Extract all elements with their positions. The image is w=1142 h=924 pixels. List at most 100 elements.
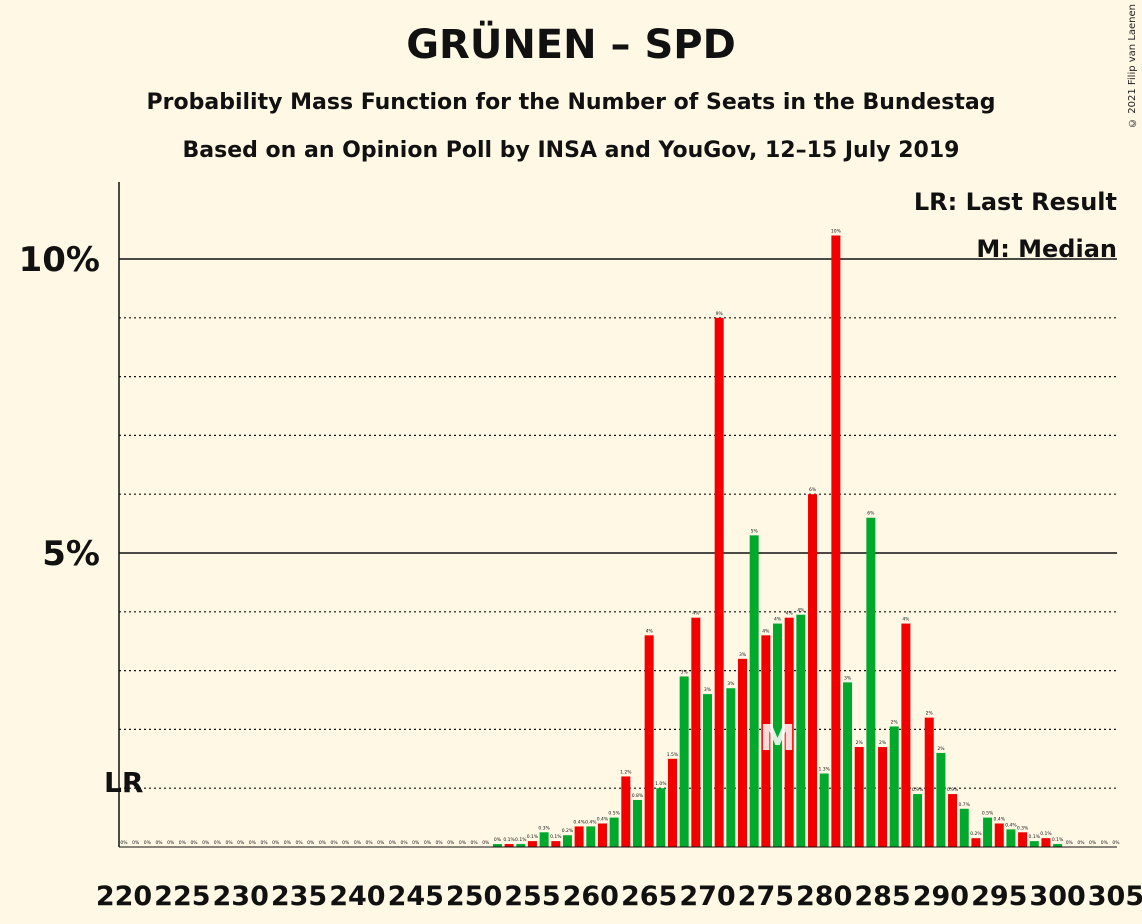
chart-title: GRÜNEN – SPD — [406, 22, 736, 68]
bar-label-seat-273: 3% — [739, 652, 747, 658]
bar-label-seat-276: 4% — [774, 617, 782, 623]
bar-seat-287 — [901, 623, 911, 847]
bar-seat-278 — [796, 614, 806, 847]
bar-seat-282 — [843, 682, 853, 847]
bar-label-seat-277: 4% — [786, 611, 794, 617]
bar-label-seat-248: 0% — [447, 840, 455, 846]
bar-label-seat-291: 0.9% — [947, 787, 959, 793]
bar-label-seat-268: 3% — [681, 669, 689, 675]
bar-seat-300 — [1053, 844, 1063, 847]
bar-label-seat-300: 0.1% — [1052, 837, 1064, 843]
bar-label-seat-249: 0% — [459, 840, 467, 846]
bar-seat-272 — [726, 688, 736, 847]
bar-label-seat-230: 0% — [237, 840, 245, 846]
bar-label-seat-225: 0% — [179, 840, 187, 846]
bar-label-seat-295: 0.4% — [994, 816, 1006, 822]
bar-label-seat-270: 3% — [704, 687, 712, 693]
bar-label-seat-267: 1.5% — [667, 752, 679, 758]
legend-median: M: Median — [976, 235, 1117, 263]
bar-label-seat-221: 0% — [132, 840, 140, 846]
bar-label-seat-231: 0% — [249, 840, 257, 846]
bar-label-seat-227: 0% — [202, 840, 210, 846]
axes: LR — [104, 182, 1117, 848]
x-tick-225: 225 — [154, 881, 210, 912]
bar-label-seat-283: 2% — [856, 740, 864, 746]
x-tick-270: 270 — [679, 881, 735, 912]
legend: LR: Last Result M: Median — [914, 188, 1117, 263]
bar-seat-264 — [632, 799, 642, 847]
bar-seat-267 — [667, 758, 677, 847]
bar-label-seat-224: 0% — [167, 840, 175, 846]
bar-label-seat-279: 6% — [809, 487, 817, 493]
gridlines — [119, 258, 1117, 789]
bar-seat-296 — [1006, 829, 1016, 847]
bar-seat-290 — [936, 752, 946, 847]
bar-label-seat-302: 0% — [1077, 840, 1085, 846]
bar-label-seat-271: 9% — [716, 311, 724, 317]
bar-seat-294 — [983, 817, 993, 847]
bar-label-seat-229: 0% — [225, 840, 233, 846]
bar-label-seat-244: 0% — [401, 840, 409, 846]
bar-label-seat-282: 3% — [844, 675, 852, 681]
bar-label-seat-235: 0% — [295, 840, 303, 846]
x-tick-285: 285 — [854, 881, 910, 912]
bar-label-seat-256: 0.3% — [538, 825, 550, 831]
x-tick-260: 260 — [563, 881, 619, 912]
last-result-label: LR — [104, 766, 143, 799]
bar-seat-253 — [504, 844, 514, 847]
bar-label-seat-232: 0% — [260, 840, 268, 846]
bar-seat-256 — [539, 832, 549, 847]
bar-seat-295 — [994, 823, 1004, 847]
x-tick-250: 250 — [446, 881, 502, 912]
bar-label-seat-240: 0% — [354, 840, 362, 846]
bar-labels: 0% 0% 0% 0% 0% 0% 0% 0% 0% 0% 0% 0% 0% 0% 0% 0% 0% 0% 0% 0%… — [120, 228, 1120, 846]
bar-label-seat-290: 2% — [937, 746, 945, 752]
bar-label-seat-261: 0.4% — [597, 816, 609, 822]
x-tick-labels: 220 225 230 235 240 245 250 255 260 265 270 275 280 2… — [96, 881, 1142, 912]
bar-label-seat-257: 0.1% — [550, 834, 562, 840]
x-tick-290: 290 — [913, 881, 969, 912]
bar-label-seat-251: 0% — [482, 840, 490, 846]
bar-label-seat-269: 4% — [692, 611, 700, 617]
bar-seat-281 — [831, 235, 841, 848]
y-tick-10: 10% — [19, 240, 100, 280]
bar-label-seat-284: 6% — [867, 511, 875, 517]
bar-label-seat-241: 0% — [365, 840, 373, 846]
bar-label-seat-281: 10% — [831, 228, 842, 234]
bar-seat-270 — [703, 694, 712, 847]
bar-seat-292 — [959, 808, 969, 847]
bar-label-seat-305: 0% — [1112, 840, 1120, 846]
bar-label-seat-297: 0.3% — [1017, 825, 1029, 831]
bar-label-seat-301: 0% — [1066, 840, 1074, 846]
x-tick-295: 295 — [971, 881, 1027, 912]
x-tick-220: 220 — [96, 881, 152, 912]
bar-seat-279 — [808, 494, 818, 847]
bar-label-seat-289: 2% — [926, 711, 934, 717]
bar-seat-284 — [866, 517, 876, 847]
bar-label-seat-274: 5% — [751, 528, 759, 534]
bar-label-seat-247: 0% — [436, 840, 444, 846]
bar-label-seat-275: 4% — [762, 628, 770, 634]
bars — [492, 235, 1063, 848]
bar-label-seat-260: 0.4% — [585, 819, 597, 825]
bar-label-seat-233: 0% — [272, 840, 280, 846]
legend-last-result: LR: Last Result — [914, 188, 1117, 216]
bar-label-seat-304: 0% — [1101, 840, 1109, 846]
bar-seat-275 — [761, 635, 771, 847]
bar-seat-271 — [714, 317, 724, 847]
bar-label-seat-288: 0.9% — [912, 787, 924, 793]
bar-seat-252 — [492, 844, 502, 847]
bar-label-seat-242: 0% — [377, 840, 385, 846]
bar-label-seat-222: 0% — [144, 840, 152, 846]
x-tick-265: 265 — [621, 881, 677, 912]
bar-label-seat-266: 1.0% — [655, 781, 667, 787]
median-marker: M — [760, 718, 796, 759]
bar-label-seat-243: 0% — [389, 840, 397, 846]
bar-seat-255 — [527, 841, 537, 847]
bar-label-seat-236: 0% — [307, 840, 315, 846]
bar-seat-276 — [773, 623, 783, 847]
bar-seat-266 — [656, 788, 666, 847]
bar-seat-261 — [597, 823, 607, 847]
bar-label-seat-250: 0% — [471, 840, 479, 846]
